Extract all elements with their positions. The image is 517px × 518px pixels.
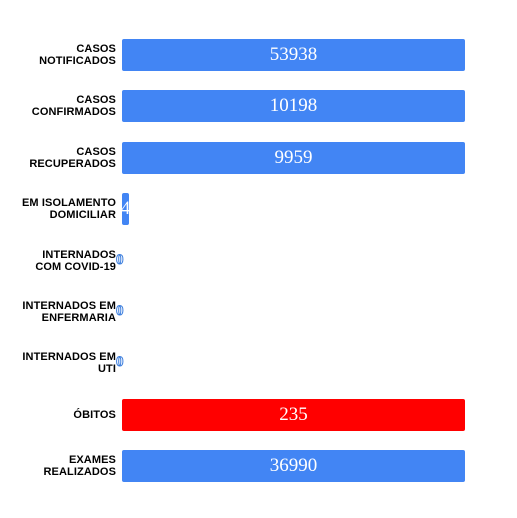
- category-label: INTERNADOS EM UTI: [22, 346, 116, 380]
- category-label-line: RECUPERADOS: [29, 158, 116, 170]
- category-label: ÓBITOS: [73, 398, 116, 432]
- category-label: CASOS CONFIRMADOS: [32, 89, 116, 123]
- category-label: CASOS RECUPERADOS: [29, 141, 116, 175]
- bar-row: INTERNADOS EM ENFERMARIA 0: [0, 295, 517, 329]
- bar-value-label: 9959: [274, 147, 313, 168]
- category-label-line: ÓBITOS: [73, 409, 116, 421]
- category-label: INTERNADOS EM ENFERMARIA: [22, 295, 116, 329]
- category-label: EM ISOLAMENTO DOMICILIAR: [22, 192, 116, 226]
- bar-row: CASOS CONFIRMADOS 10198: [0, 89, 517, 123]
- bar-row: EM ISOLAMENTO DOMICILIAR 4: [0, 192, 517, 226]
- category-label-line: ENFERMARIA: [41, 312, 116, 324]
- category-label: INTERNADOS COM COVID-19: [35, 244, 116, 278]
- category-label-line: NOTIFICADOS: [39, 55, 116, 67]
- category-label-line: DOMICILIAR: [49, 209, 116, 221]
- bar-row: CASOS NOTIFICADOS 53938: [0, 38, 517, 72]
- bar-row: CASOS RECUPERADOS 9959: [0, 141, 517, 175]
- bar: 53938: [122, 39, 465, 71]
- category-label-line: INTERNADOS EM: [22, 300, 116, 312]
- category-label-line: COM COVID-19: [35, 261, 116, 273]
- category-label-line: EM ISOLAMENTO: [22, 197, 116, 209]
- category-label-line: INTERNADOS: [42, 249, 116, 261]
- bar-value-label: 36990: [269, 455, 318, 476]
- bar-value-label: 0: [116, 252, 124, 269]
- bar-row: INTERNADOS COM COVID-19 0: [0, 244, 517, 278]
- bar-value-label: 4: [120, 198, 131, 219]
- bar-value-label: 0: [116, 354, 124, 371]
- bar: 36990: [122, 450, 465, 482]
- bar-value-label: 0: [116, 303, 124, 320]
- category-label: CASOS NOTIFICADOS: [39, 38, 116, 72]
- category-label-line: CASOS: [76, 146, 116, 158]
- bar: 4: [120, 193, 131, 225]
- category-label-line: INTERNADOS EM: [22, 351, 116, 363]
- category-label-line: REALIZADOS: [43, 466, 116, 478]
- bar-value-label: 53938: [269, 44, 318, 65]
- bar-row: EXAMES REALIZADOS 36990: [0, 449, 517, 483]
- bar-value-label: 235: [279, 404, 308, 425]
- category-label-line: CONFIRMADOS: [31, 106, 116, 118]
- category-label-line: CASOS: [76, 43, 116, 55]
- bar: 9959: [122, 142, 465, 174]
- category-label-line: UTI: [97, 363, 116, 375]
- bar: 235: [122, 399, 465, 431]
- category-label-line: EXAMES: [68, 454, 116, 466]
- bar-row: ÓBITOS 235: [0, 398, 517, 432]
- bar-value-label: 10198: [269, 95, 318, 116]
- bar: 10198: [122, 90, 465, 122]
- category-label-line: CASOS: [76, 94, 116, 106]
- category-label: EXAMES REALIZADOS: [44, 449, 117, 483]
- bar-row: INTERNADOS EM UTI 0: [0, 346, 517, 380]
